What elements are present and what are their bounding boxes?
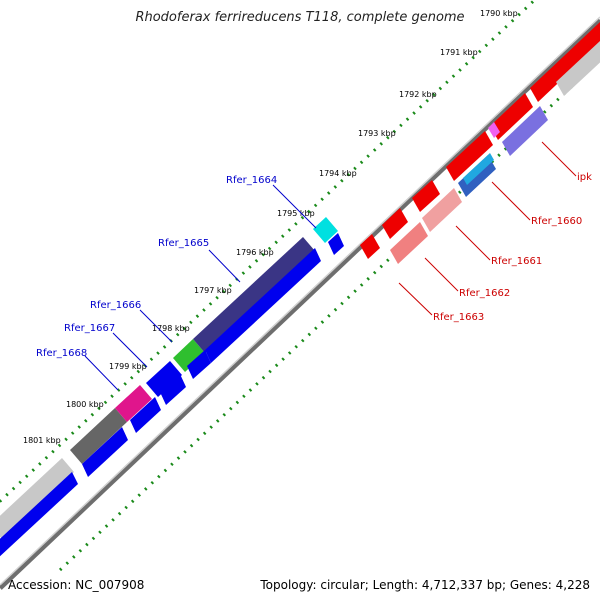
gene-label-rfer-1667[interactable]: Rfer_1667 [64,323,115,334]
right-gene-track [360,22,600,264]
gene-red-6 [530,22,600,102]
gene-label-rfer-1660[interactable]: Rfer_1660 [531,216,582,227]
tick-rails [0,0,600,572]
gene-red-1 [360,234,380,259]
leader-line [455,225,491,261]
leader-line [112,332,148,368]
gene-red-3 [412,180,440,212]
kbp-label: 1791 kbp [440,48,478,57]
gene-label-rfer-1663[interactable]: Rfer_1663 [433,312,484,323]
kbp-label: 1797 kbp [194,286,232,295]
gene-label-ipk[interactable]: ipk [577,172,592,183]
kbp-label: 1792 kbp [399,90,437,99]
gene-red-2 [382,208,408,239]
right-gene-labels: ipk Rfer_1660 Rfer_1661 Rfer_1662 Rfer_1… [398,141,592,323]
leader-line [208,249,241,283]
gene-label-rfer-1665[interactable]: Rfer_1665 [158,238,209,249]
gene-ipk [502,106,548,156]
leader-line [139,309,173,343]
kbp-label: 1799 kbp [109,362,147,371]
outer-gene-track [0,217,338,539]
leader-line [541,141,577,177]
gene-red-5 [490,93,533,140]
gene-blue-5 [187,350,211,379]
gene-darkgrey [70,408,127,464]
map-title: Rhodoferax ferrireducens T118, complete … [135,10,465,25]
gene-red-4 [446,131,493,181]
inner-gene-track [0,233,344,557]
leader-line [424,257,459,292]
gene-blue-4 [160,374,186,405]
backbone-line [0,18,600,590]
gene-label-rfer-1661[interactable]: Rfer_1661 [491,256,542,267]
gene-rfer-1662 [422,188,462,232]
backbone [0,16,600,590]
kbp-label: 1790 kbp [480,9,518,18]
outer-tick-rail [0,0,537,504]
gene-rfer-1660 [463,153,494,185]
gene-blue-small [328,233,344,255]
kbp-label: 1801 kbp [23,436,61,445]
gene-label-rfer-1668[interactable]: Rfer_1668 [36,348,87,359]
leader-line [398,282,433,316]
backbone-highlight [0,16,600,586]
gene-grey-right [556,41,600,96]
accession-label: Accession: NC_007908 [8,578,145,592]
gene-blue-large [0,472,78,557]
kbp-label: 1793 kbp [358,129,396,138]
gene-rfer-1664 [313,217,338,243]
kbp-labels: 1790 kbp 1791 kbp 1792 kbp 1793 kbp 1794… [23,9,518,445]
kbp-label: 1800 kbp [66,400,104,409]
gene-rfer-1665 [193,237,315,353]
leader-line [84,355,119,391]
genome-summary: Topology: circular; Length: 4,712,337 bp… [260,578,590,592]
gene-rfer-1666 [173,339,205,372]
gene-rfer-1668 [115,385,152,422]
gene-blue-2 [82,427,128,477]
gene-pink-small [488,122,500,138]
leader-line [272,184,317,229]
gene-rfer-1663 [390,222,428,264]
gene-rfer-1667 [146,361,182,397]
kbp-label: 1794 kbp [319,169,357,178]
gene-blue-3 [130,397,161,433]
left-gene-labels: Rfer_1664 Rfer_1665 Rfer_1666 Rfer_1667 … [36,175,317,391]
gene-label-rfer-1664[interactable]: Rfer_1664 [226,175,277,186]
kbp-label: 1798 kbp [152,324,190,333]
gene-grey-large [0,458,74,539]
kbp-label: 1795 kbp [277,209,315,218]
gene-blue-long [205,248,321,363]
leader-line [491,181,531,221]
gene-label-rfer-1662[interactable]: Rfer_1662 [459,288,510,299]
gene-label-rfer-1666[interactable]: Rfer_1666 [90,300,141,311]
kbp-label: 1796 kbp [236,248,274,257]
